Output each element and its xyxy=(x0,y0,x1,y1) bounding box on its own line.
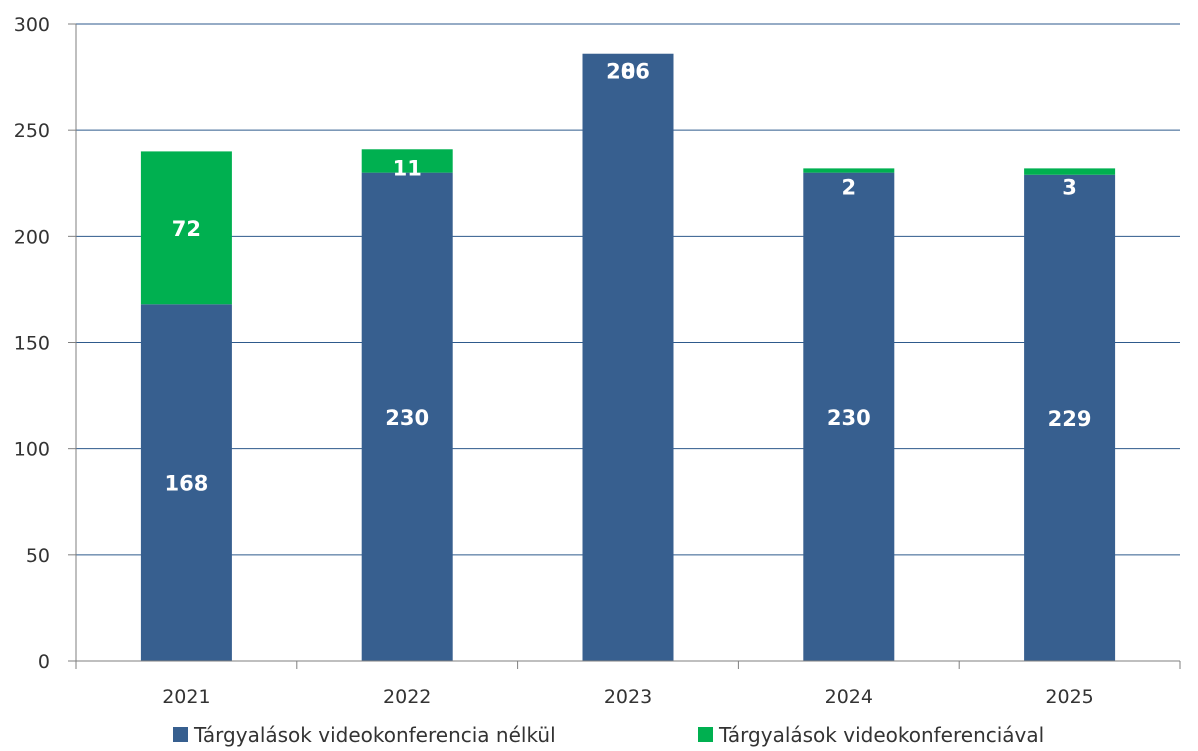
x-tick-label: 2024 xyxy=(825,686,873,708)
data-label: 72 xyxy=(172,217,201,241)
legend-swatch xyxy=(698,727,713,742)
bars xyxy=(140,53,1116,662)
data-label: 229 xyxy=(1048,407,1092,431)
data-label: 230 xyxy=(385,406,429,430)
y-tick-label: 300 xyxy=(14,14,50,36)
legend-swatch xyxy=(173,727,188,742)
legend-label: Tárgyalások videokonferenciával xyxy=(718,723,1044,747)
y-tick-label: 200 xyxy=(14,226,50,248)
data-label: 230 xyxy=(827,406,871,430)
data-label: 0 xyxy=(621,60,636,84)
legend: Tárgyalások videokonferencia nélkül Tárgy… xyxy=(173,723,1044,747)
data-label: 2 xyxy=(841,175,856,199)
bar-with-video xyxy=(803,168,895,173)
y-axis-ticks: 0 50 100 150 200 250 300 xyxy=(14,14,77,673)
x-axis: 2021 2022 2023 2024 2025 xyxy=(75,660,1181,708)
x-tick-label: 2023 xyxy=(604,686,652,708)
y-tick-label: 50 xyxy=(26,545,50,567)
bar-with-video xyxy=(1024,168,1116,175)
x-tick-label: 2025 xyxy=(1045,686,1093,708)
bar-without-video xyxy=(361,172,453,661)
y-tick-label: 150 xyxy=(14,333,50,355)
bar-without-video xyxy=(140,304,232,661)
legend-label: Tárgyalások videokonferencia nélkül xyxy=(193,723,556,747)
x-tick-label: 2021 xyxy=(162,686,210,708)
data-label: 11 xyxy=(393,156,422,180)
data-label: 168 xyxy=(164,472,208,496)
data-label: 3 xyxy=(1062,175,1077,199)
y-tick-label: 100 xyxy=(14,439,50,461)
x-tick-label: 2022 xyxy=(383,686,431,708)
bar-with-video xyxy=(361,149,453,173)
y-tick-label: 0 xyxy=(38,651,50,673)
bar-without-video xyxy=(1024,174,1116,662)
data-label: 286 xyxy=(606,60,650,84)
y-tick-label: 250 xyxy=(14,120,50,142)
bar-with-video xyxy=(140,151,232,305)
bar-without-video xyxy=(803,172,895,661)
bar-without-video xyxy=(582,53,674,661)
